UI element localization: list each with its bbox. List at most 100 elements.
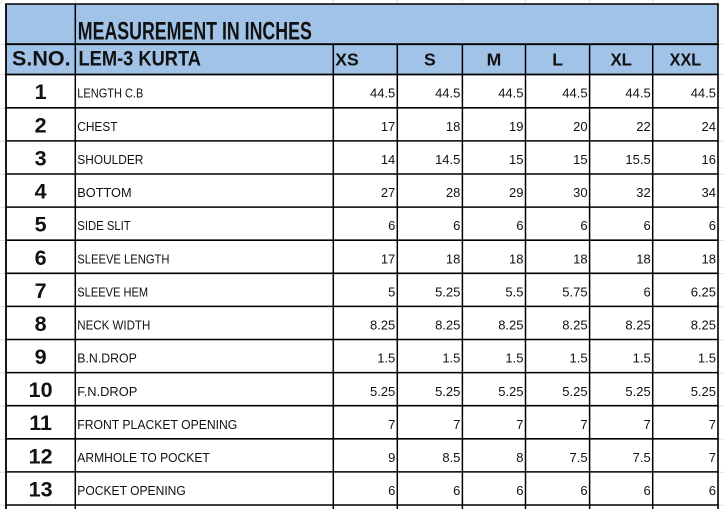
- svg-text:8.25: 8.25: [691, 318, 716, 333]
- svg-text:XXL: XXL: [670, 50, 702, 70]
- svg-text:13: 13: [29, 477, 53, 501]
- svg-text:44.5: 44.5: [691, 86, 716, 101]
- svg-text:5.75: 5.75: [562, 284, 587, 299]
- svg-text:1.5: 1.5: [698, 351, 716, 366]
- svg-text:1.5: 1.5: [505, 351, 523, 366]
- svg-text:5.25: 5.25: [625, 384, 650, 399]
- svg-text:6: 6: [580, 218, 587, 233]
- svg-text:17: 17: [381, 119, 395, 134]
- svg-text:18: 18: [636, 251, 650, 266]
- svg-text:6.25: 6.25: [691, 284, 716, 299]
- svg-text:6: 6: [643, 218, 650, 233]
- svg-text:18: 18: [702, 251, 716, 266]
- svg-text:XS: XS: [335, 50, 359, 70]
- svg-text:5: 5: [35, 213, 47, 237]
- svg-text:28: 28: [446, 185, 460, 200]
- svg-text:6: 6: [643, 483, 650, 498]
- svg-text:18: 18: [446, 119, 460, 134]
- svg-text:POCKET OPENING: POCKET OPENING: [77, 483, 186, 498]
- svg-text:6: 6: [453, 483, 460, 498]
- svg-text:8.25: 8.25: [625, 318, 650, 333]
- svg-text:F.N.DROP: F.N.DROP: [77, 384, 137, 399]
- svg-text:6: 6: [516, 483, 523, 498]
- svg-text:10: 10: [29, 378, 53, 402]
- svg-text:44.5: 44.5: [370, 86, 395, 101]
- svg-text:SLEEVE HEM: SLEEVE HEM: [77, 284, 148, 299]
- svg-text:LEM-3 KURTA: LEM-3 KURTA: [79, 47, 202, 71]
- svg-text:1.5: 1.5: [442, 351, 460, 366]
- svg-text:15: 15: [509, 152, 523, 167]
- svg-text:15: 15: [573, 152, 587, 167]
- svg-text:7: 7: [580, 417, 587, 432]
- svg-text:6: 6: [388, 483, 395, 498]
- svg-text:8.25: 8.25: [435, 318, 460, 333]
- svg-text:7.5: 7.5: [633, 450, 651, 465]
- svg-text:11: 11: [29, 411, 52, 435]
- svg-text:9: 9: [35, 345, 47, 369]
- svg-text:7: 7: [35, 279, 47, 303]
- svg-text:1: 1: [35, 80, 47, 104]
- svg-text:16: 16: [702, 152, 716, 167]
- svg-text:9: 9: [388, 450, 395, 465]
- svg-text:2: 2: [35, 113, 47, 137]
- svg-text:24: 24: [702, 119, 716, 134]
- svg-text:7: 7: [388, 417, 395, 432]
- svg-text:14: 14: [381, 152, 395, 167]
- svg-text:B.N.DROP: B.N.DROP: [77, 351, 137, 366]
- svg-text:5.5: 5.5: [505, 284, 523, 299]
- svg-text:19: 19: [509, 119, 523, 134]
- svg-text:5.25: 5.25: [435, 384, 460, 399]
- svg-text:6: 6: [580, 483, 587, 498]
- svg-text:8.25: 8.25: [498, 318, 523, 333]
- svg-text:7: 7: [709, 450, 716, 465]
- svg-text:6: 6: [453, 218, 460, 233]
- svg-text:20: 20: [573, 119, 587, 134]
- svg-text:L: L: [552, 50, 563, 70]
- svg-text:S.NO.: S.NO.: [12, 47, 71, 71]
- svg-text:BOTTOM: BOTTOM: [77, 185, 131, 200]
- svg-text:1.5: 1.5: [570, 351, 588, 366]
- svg-text:34: 34: [702, 185, 716, 200]
- svg-text:44.5: 44.5: [562, 86, 587, 101]
- svg-text:18: 18: [446, 251, 460, 266]
- svg-text:7: 7: [453, 417, 460, 432]
- svg-text:4: 4: [35, 180, 47, 204]
- svg-text:CHEST: CHEST: [77, 119, 117, 134]
- svg-text:14.5: 14.5: [435, 152, 460, 167]
- svg-text:8.25: 8.25: [370, 318, 395, 333]
- svg-text:6: 6: [709, 483, 716, 498]
- svg-text:5.25: 5.25: [370, 384, 395, 399]
- svg-text:12: 12: [29, 444, 53, 468]
- svg-text:44.5: 44.5: [625, 86, 650, 101]
- svg-text:5.25: 5.25: [435, 284, 460, 299]
- svg-text:44.5: 44.5: [498, 86, 523, 101]
- svg-text:18: 18: [573, 251, 587, 266]
- svg-text:17: 17: [381, 251, 395, 266]
- svg-text:6: 6: [388, 218, 395, 233]
- svg-text:8: 8: [516, 450, 523, 465]
- svg-text:32: 32: [636, 185, 650, 200]
- svg-text:18: 18: [509, 251, 523, 266]
- svg-text:7.5: 7.5: [570, 450, 588, 465]
- svg-text:22: 22: [636, 119, 650, 134]
- svg-text:MEASUREMENT IN INCHES: MEASUREMENT IN INCHES: [78, 17, 312, 45]
- svg-text:3: 3: [35, 146, 47, 170]
- svg-text:ARMHOLE TO POCKET: ARMHOLE TO POCKET: [77, 450, 210, 465]
- svg-text:SIDE SLIT: SIDE SLIT: [77, 218, 130, 233]
- svg-text:LENGTH C.B: LENGTH C.B: [77, 86, 143, 101]
- svg-text:SLEEVE LENGTH: SLEEVE LENGTH: [77, 251, 169, 266]
- svg-text:1.5: 1.5: [377, 351, 395, 366]
- svg-text:1.5: 1.5: [633, 351, 651, 366]
- svg-text:5: 5: [388, 284, 395, 299]
- svg-text:S: S: [424, 50, 436, 70]
- svg-text:5.25: 5.25: [498, 384, 523, 399]
- svg-text:44.5: 44.5: [435, 86, 460, 101]
- svg-text:8: 8: [35, 312, 47, 336]
- svg-text:M: M: [487, 50, 502, 70]
- svg-text:8.25: 8.25: [562, 318, 587, 333]
- svg-text:6: 6: [643, 284, 650, 299]
- svg-text:6: 6: [516, 218, 523, 233]
- svg-text:7: 7: [643, 417, 650, 432]
- svg-text:27: 27: [381, 185, 395, 200]
- svg-text:8.5: 8.5: [442, 450, 460, 465]
